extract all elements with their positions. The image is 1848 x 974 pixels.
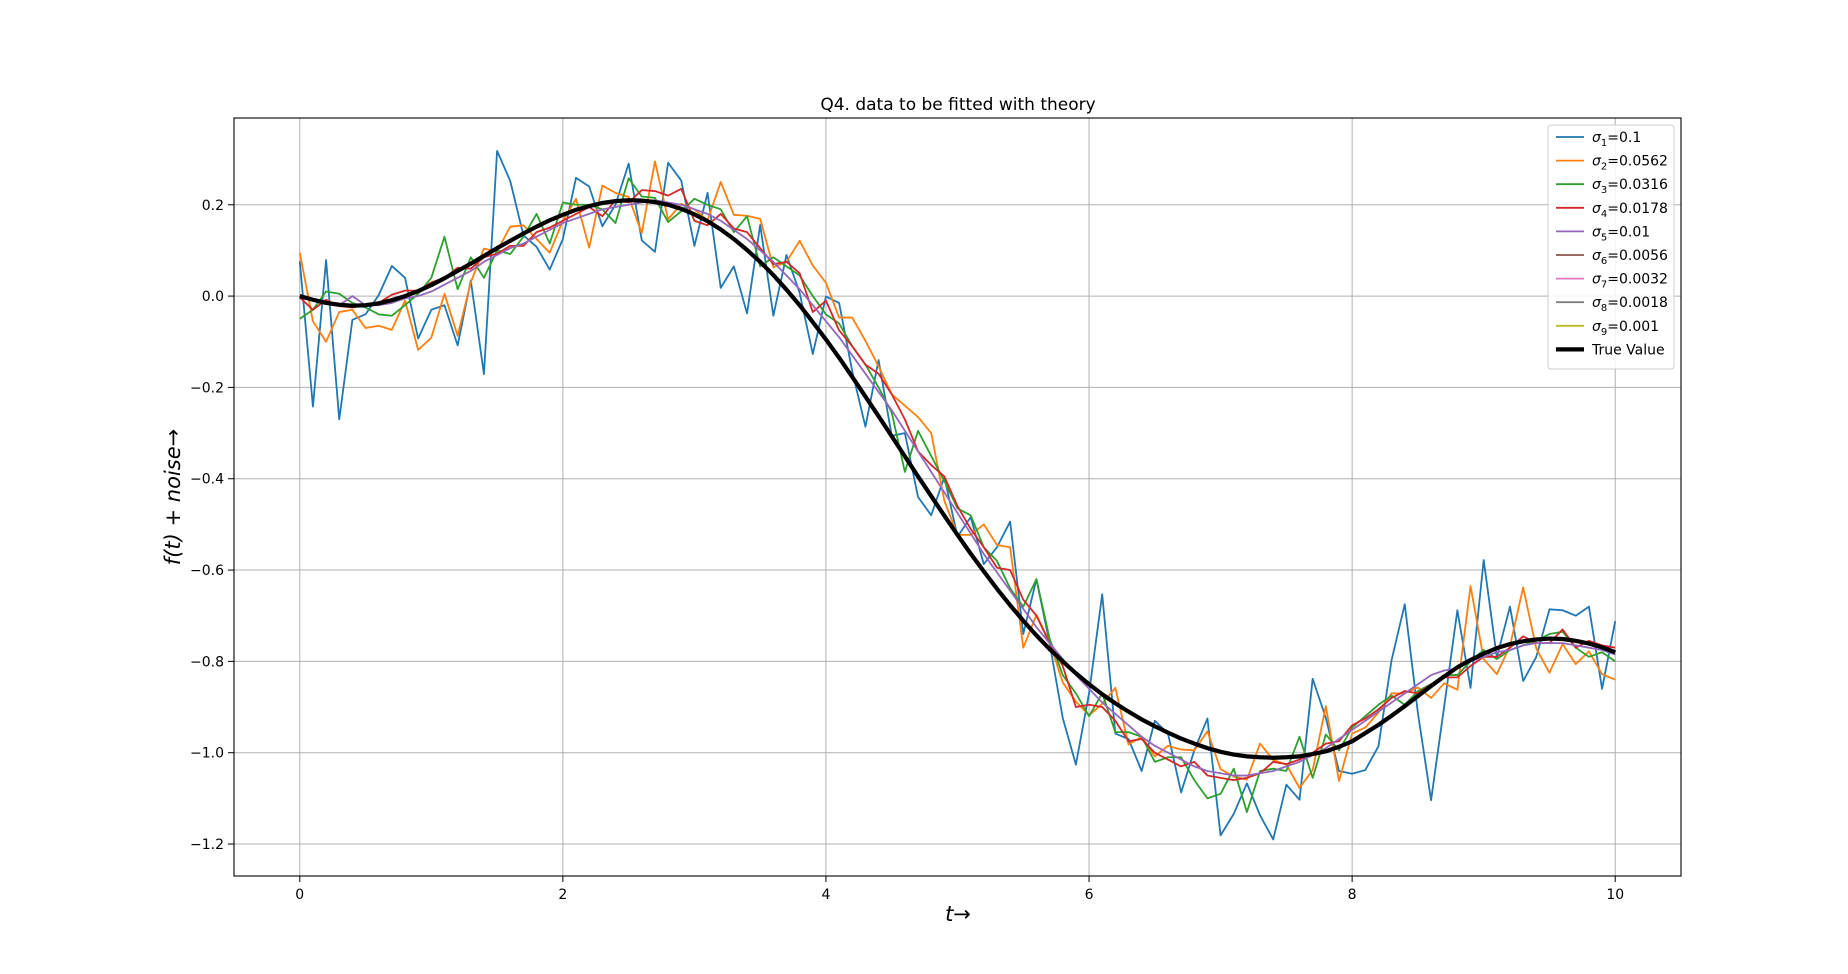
y-tick-label: −1.2	[190, 837, 224, 853]
x-axis: 0 2 4 6 8 10	[295, 876, 1624, 903]
legend-subscript: 9	[1601, 327, 1607, 338]
x-tick-label: 0	[295, 887, 304, 903]
legend-value: =0.0316	[1607, 177, 1668, 193]
legend-value: =0.0032	[1607, 272, 1668, 288]
y-tick-label: −0.6	[190, 563, 224, 579]
legend-value: =0.1	[1607, 130, 1641, 146]
x-tick-label: 6	[1085, 887, 1094, 903]
legend-subscript: 3	[1601, 185, 1607, 196]
legend-value: =0.0018	[1607, 295, 1668, 311]
legend-entry: σ3=0.0316	[1592, 177, 1668, 196]
legend-subscript: 8	[1601, 303, 1607, 314]
legend-sigma: σ	[1592, 177, 1602, 193]
x-tick-label: 2	[558, 887, 567, 903]
legend-value: =0.0178	[1607, 201, 1668, 217]
legend-sigma: σ	[1592, 319, 1602, 335]
legend-subscript: 5	[1601, 232, 1607, 243]
y-tick-label: −0.8	[190, 654, 224, 670]
gridlines	[234, 118, 1681, 876]
y-tick-label: 0.0	[202, 289, 224, 305]
y-axis-label: f(t) + noise→	[161, 429, 185, 565]
legend-subscript: 7	[1601, 280, 1607, 291]
plot-frame	[233, 117, 1682, 877]
legend-box	[1547, 124, 1675, 370]
y-tick-label: 0.2	[202, 198, 224, 214]
x-tick-label: 10	[1606, 887, 1624, 903]
legend-sigma: σ	[1592, 272, 1602, 288]
legend-entry: σ8=0.0018	[1592, 295, 1668, 314]
legend-value: =0.001	[1607, 319, 1659, 335]
y-tick-label: −1.0	[190, 746, 224, 762]
legend-sigma: σ	[1592, 154, 1602, 170]
legend-entry: σ4=0.0178	[1592, 201, 1668, 220]
legend-entry: σ7=0.0032	[1592, 272, 1668, 291]
legend-subscript: 1	[1601, 138, 1607, 149]
legend-subscript: 2	[1601, 162, 1607, 173]
legend-sigma: σ	[1592, 248, 1602, 264]
legend-subscript: 6	[1601, 256, 1607, 267]
legend-entry: σ2=0.0562	[1592, 154, 1668, 173]
chart-title: Q4. data to be fitted with theory	[820, 95, 1095, 115]
legend-entry: σ1=0.1	[1592, 130, 1641, 149]
legend-value: =0.0056	[1607, 248, 1668, 264]
legend-sigma: σ	[1592, 201, 1602, 217]
x-axis-label: t→	[945, 902, 971, 926]
y-tick-label: −0.2	[190, 380, 224, 396]
legend-entry: σ6=0.0056	[1592, 248, 1668, 267]
legend-sigma: σ	[1592, 224, 1602, 240]
series-line-5	[299, 199, 1616, 777]
x-tick-label: 8	[1348, 887, 1357, 903]
plot-area	[298, 149, 1617, 841]
legend-sigma: σ	[1592, 295, 1602, 311]
legend-value: =0.0562	[1607, 154, 1668, 170]
legend-value: =0.01	[1607, 224, 1650, 240]
x-tick-label: 4	[821, 887, 830, 903]
series-line-10	[299, 198, 1616, 760]
legend-subscript: 4	[1601, 209, 1607, 220]
legend-entry: σ5=0.01	[1592, 224, 1650, 243]
legend-sigma: σ	[1592, 130, 1602, 146]
y-axis: 0.2 0.0 −0.2 −0.4 −0.6 −0.8 −1.0 −1.2	[190, 198, 234, 853]
y-tick-label: −0.4	[190, 472, 224, 488]
legend-entry: σ9=0.001	[1592, 319, 1659, 338]
legend-entry: True Value	[1591, 342, 1665, 358]
legend: σ1=0.1σ2=0.0562σ3=0.0316σ4=0.0178σ5=0.01…	[1547, 124, 1675, 370]
